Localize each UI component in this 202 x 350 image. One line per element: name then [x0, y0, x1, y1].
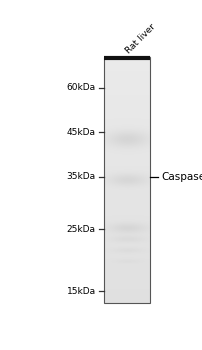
Text: 45kDa: 45kDa [67, 128, 96, 137]
Text: 15kDa: 15kDa [67, 287, 96, 296]
Text: Rat liver: Rat liver [124, 22, 157, 56]
Text: Caspase-7: Caspase-7 [161, 172, 202, 182]
Text: 25kDa: 25kDa [67, 225, 96, 234]
Text: 35kDa: 35kDa [67, 172, 96, 181]
Text: 60kDa: 60kDa [67, 83, 96, 92]
